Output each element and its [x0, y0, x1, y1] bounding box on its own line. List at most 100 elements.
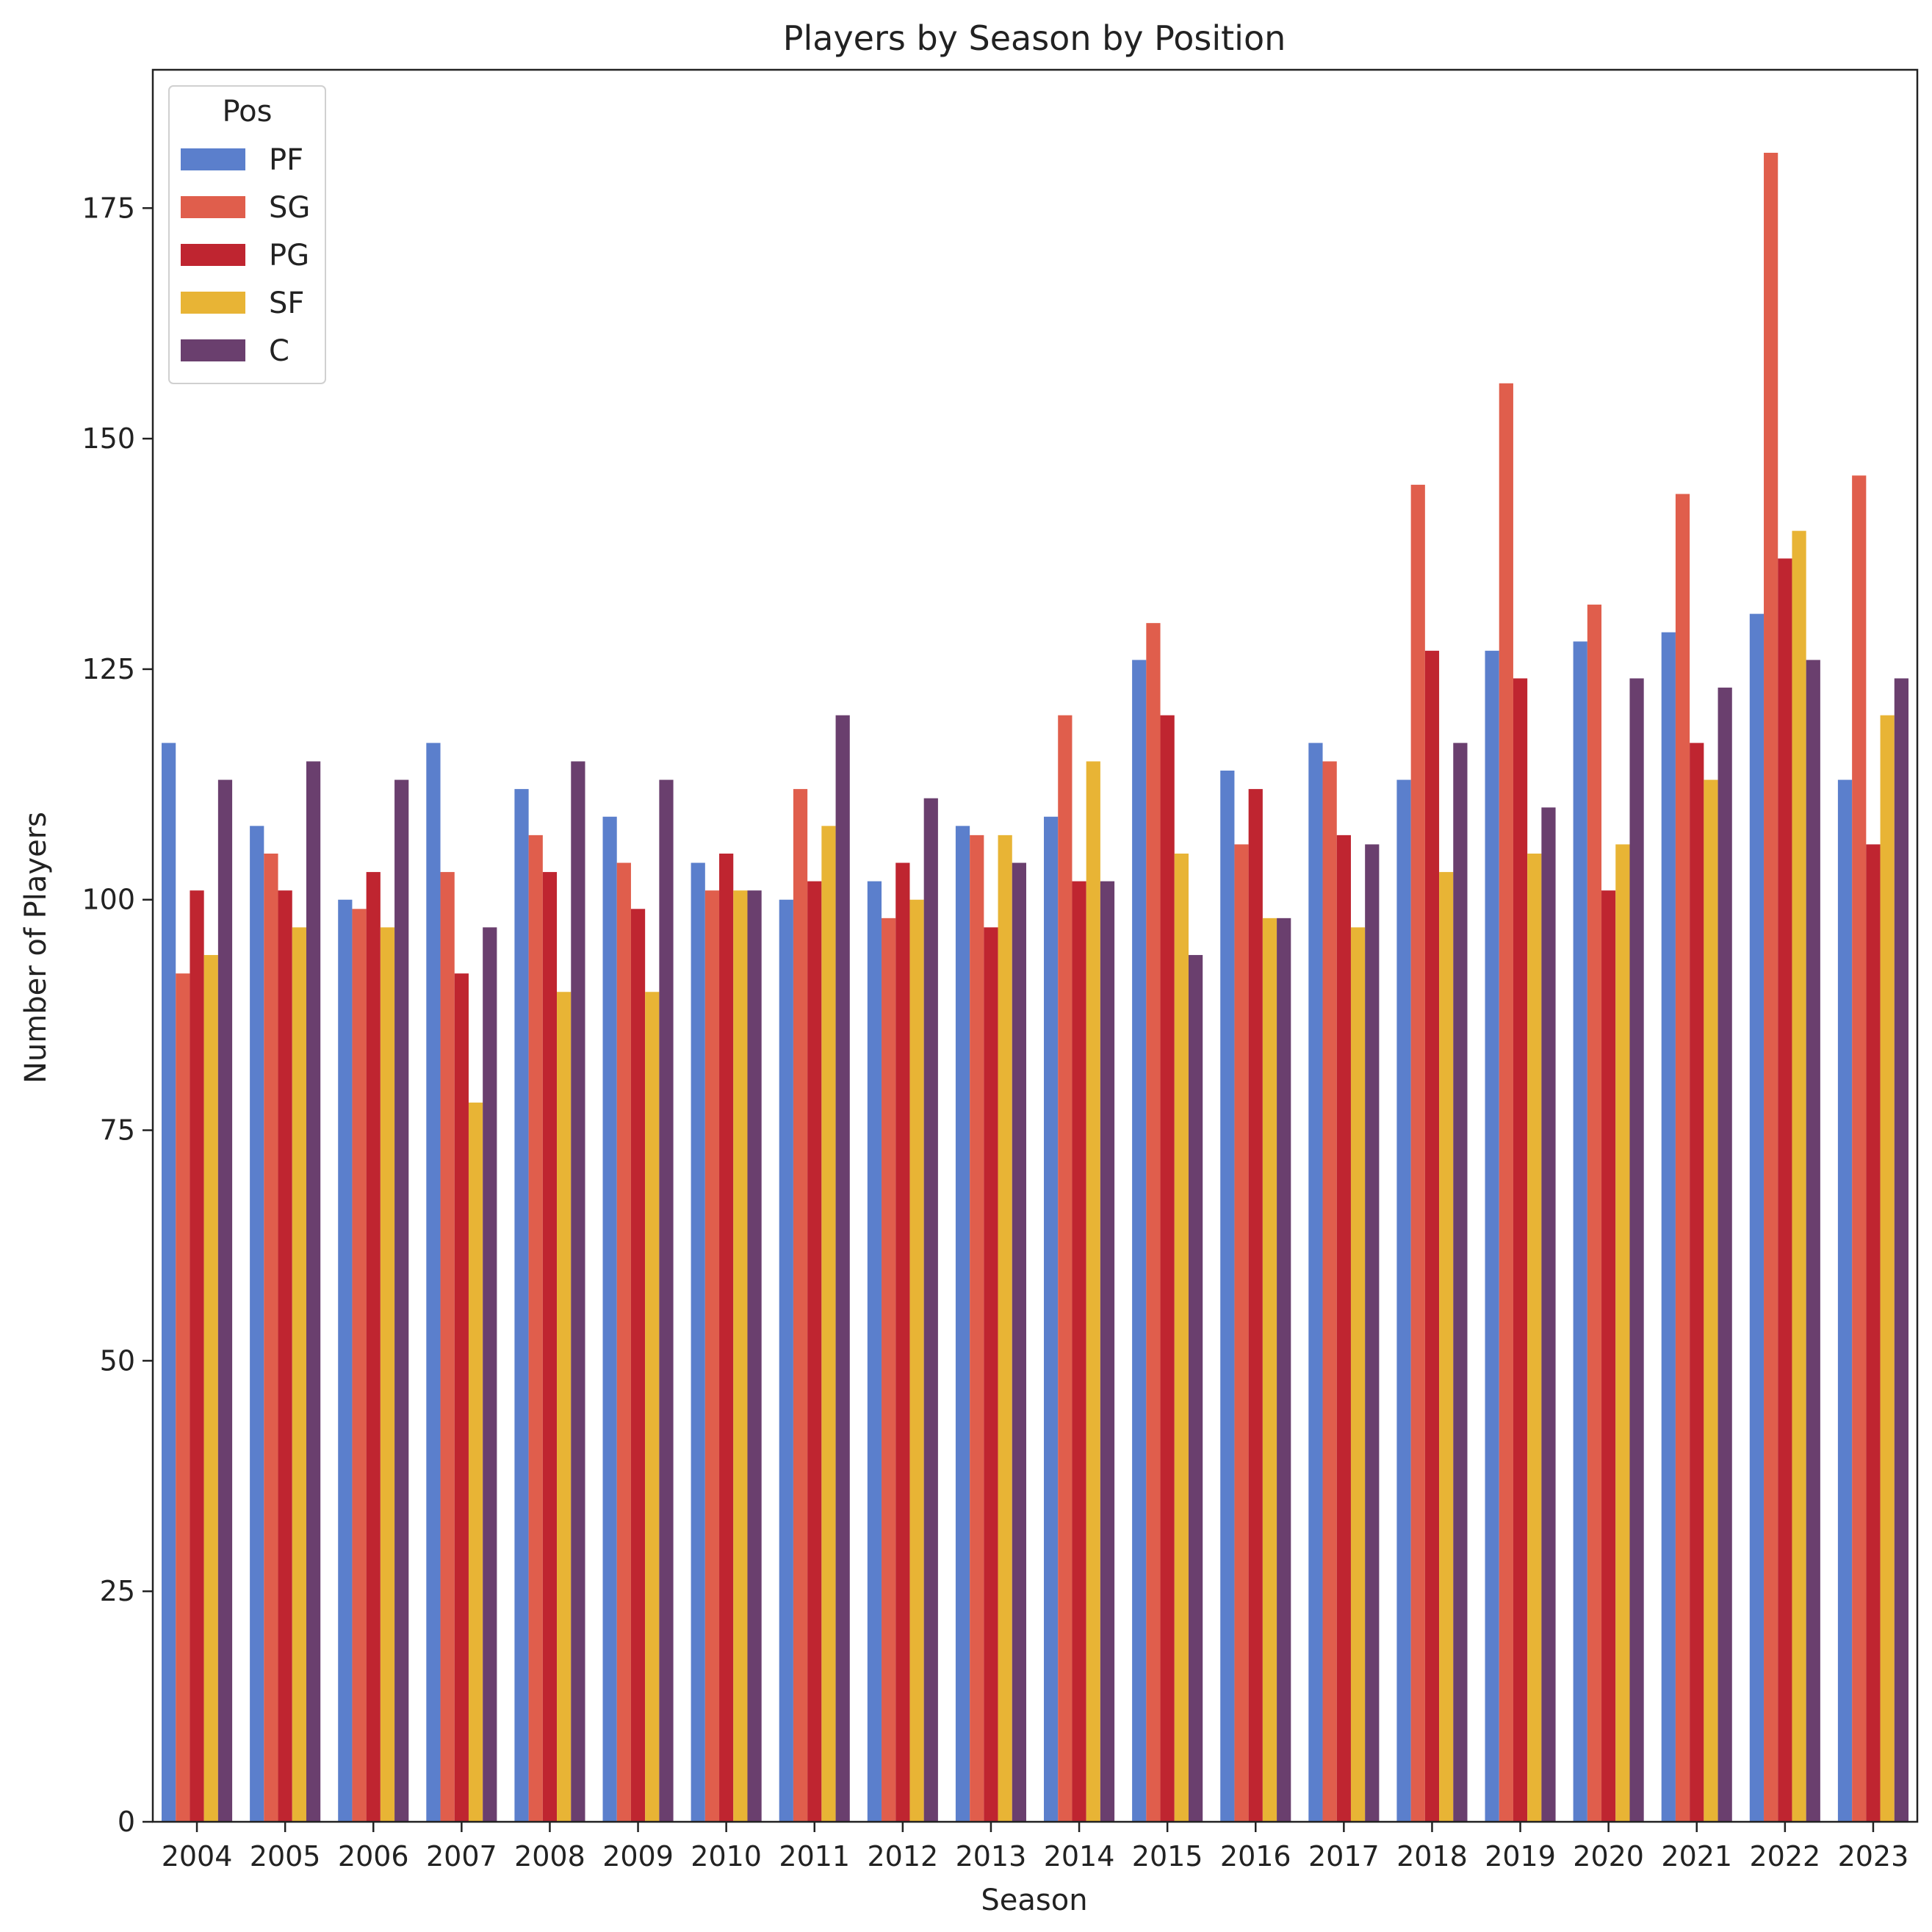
bar-sg-2020: [1587, 605, 1602, 1822]
y-tick-label: 25: [100, 1575, 135, 1607]
bar-pf-2019: [1485, 650, 1499, 1822]
bar-pf-2005: [250, 826, 264, 1822]
bar-pf-2009: [602, 816, 617, 1822]
x-tick-label: 2018: [1396, 1840, 1468, 1872]
bar-c-2015: [1188, 955, 1203, 1822]
bar-sf-2017: [1350, 927, 1366, 1822]
bar-sf-2010: [733, 890, 748, 1822]
x-tick-label: 2004: [162, 1840, 233, 1872]
x-tick-label: 2014: [1044, 1840, 1115, 1872]
bar-sf-2011: [821, 826, 836, 1822]
bar-pg-2019: [1513, 678, 1528, 1822]
bar-sg-2022: [1764, 152, 1778, 1823]
bar-c-2019: [1541, 807, 1556, 1822]
bar-pf-2016: [1220, 771, 1235, 1822]
x-tick-label: 2020: [1573, 1840, 1644, 1872]
bar-c-2009: [659, 779, 674, 1822]
legend-label-pf: PF: [269, 143, 303, 177]
bar-c-2012: [923, 798, 938, 1822]
bar-sf-2008: [557, 992, 572, 1822]
x-tick-label: 2006: [338, 1840, 409, 1872]
y-axis-title: Number of Players: [19, 812, 53, 1084]
bar-sg-2013: [970, 835, 984, 1822]
legend-label-sg: SG: [269, 191, 310, 225]
bar-pg-2021: [1690, 743, 1704, 1822]
bar-pf-2017: [1308, 743, 1323, 1822]
y-tick-label: 50: [100, 1344, 135, 1377]
bar-sg-2023: [1852, 475, 1867, 1822]
x-tick-label: 2015: [1132, 1840, 1203, 1872]
bar-pg-2007: [454, 973, 469, 1822]
bar-pg-2016: [1248, 789, 1263, 1822]
legend-swatch-pg: [181, 244, 245, 266]
bar-c-2023: [1894, 678, 1908, 1822]
bar-c-2013: [1012, 862, 1026, 1822]
bar-pf-2018: [1396, 779, 1411, 1822]
x-tick-label: 2023: [1838, 1840, 1909, 1872]
bar-sf-2018: [1439, 872, 1454, 1822]
x-tick-label: 2011: [779, 1840, 850, 1872]
bar-pg-2018: [1424, 650, 1440, 1822]
legend-title: Pos: [222, 95, 272, 129]
bar-sg-2021: [1675, 494, 1690, 1823]
bar-pf-2012: [867, 881, 882, 1822]
bar-sg-2007: [440, 872, 455, 1822]
bar-sf-2009: [645, 992, 660, 1822]
bar-sf-2012: [909, 899, 924, 1822]
bar-sg-2005: [264, 853, 278, 1822]
bar-sf-2014: [1086, 761, 1100, 1822]
bar-sf-2004: [203, 955, 218, 1822]
legend-label-pg: PG: [269, 239, 309, 273]
bar-sg-2010: [704, 890, 720, 1822]
bar-sg-2014: [1058, 715, 1073, 1823]
bar-sg-2011: [793, 789, 808, 1822]
x-tick-label: 2013: [956, 1840, 1027, 1872]
bar-c-2022: [1806, 660, 1820, 1822]
bar-c-2014: [1100, 881, 1115, 1822]
x-tick-label: 2008: [514, 1840, 585, 1872]
x-tick-label: 2017: [1308, 1840, 1380, 1872]
x-axis-title: Season: [981, 1884, 1087, 1917]
legend-swatch-sg: [181, 196, 245, 218]
bar-pg-2023: [1866, 844, 1881, 1822]
bar-sg-2015: [1146, 623, 1161, 1823]
bar-sg-2019: [1499, 383, 1513, 1822]
bar-pg-2012: [895, 862, 910, 1822]
bar-pf-2013: [955, 826, 970, 1822]
y-tick-label: 75: [100, 1114, 135, 1147]
legend-label-c: C: [269, 334, 289, 368]
bar-sg-2017: [1322, 761, 1337, 1822]
bar-pg-2008: [542, 872, 558, 1822]
bar-pf-2010: [691, 862, 705, 1822]
x-tick-label: 2021: [1661, 1840, 1732, 1872]
plot-frame: [151, 68, 1919, 1823]
bar-sf-2023: [1880, 715, 1895, 1823]
y-tick-label: 125: [82, 653, 135, 685]
bar-sf-2006: [380, 927, 395, 1822]
legend-swatch-c: [181, 339, 245, 361]
bar-sg-2016: [1234, 844, 1249, 1822]
bar-sf-2021: [1704, 779, 1718, 1822]
bar-pf-2015: [1132, 660, 1147, 1822]
y-tick-label: 0: [118, 1806, 135, 1838]
x-tick-label: 2009: [602, 1840, 674, 1872]
y-tick-label: 150: [82, 422, 135, 455]
y-tick-label: 100: [82, 884, 135, 916]
legend-label-sf: SF: [269, 286, 304, 320]
bar-c-2007: [483, 927, 497, 1822]
bar-sf-2015: [1174, 853, 1189, 1822]
legend-swatch-pf: [181, 148, 245, 170]
bar-sf-2019: [1527, 853, 1542, 1822]
bar-c-2010: [747, 890, 762, 1822]
bar-sf-2020: [1615, 844, 1630, 1822]
x-tick-label: 2005: [250, 1840, 321, 1872]
axes-layer: 0 25 50 75 100 125 150 175 2004 2005 2006 2007 2008 2…: [82, 68, 1919, 1872]
x-tick-label: 2022: [1749, 1840, 1820, 1872]
bar-sg-2006: [352, 909, 367, 1822]
bar-pg-2004: [190, 890, 204, 1822]
bar-pf-2008: [514, 789, 529, 1822]
bar-sf-2013: [998, 835, 1012, 1822]
bar-sg-2018: [1410, 484, 1425, 1822]
bar-pg-2015: [1160, 715, 1175, 1823]
